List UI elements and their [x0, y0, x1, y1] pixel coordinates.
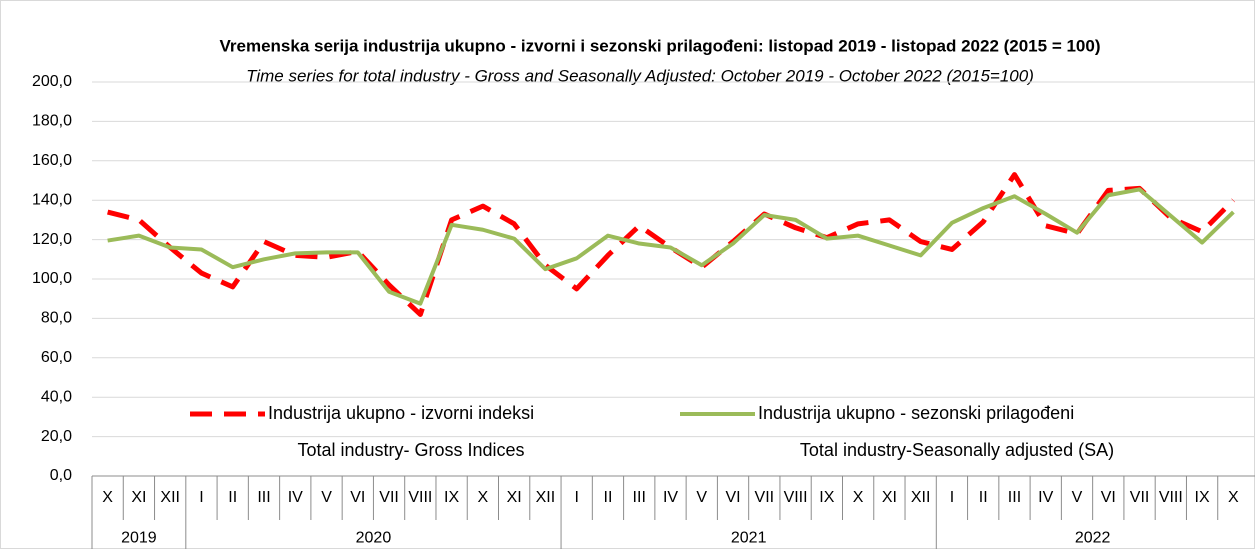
x-tick-label: VIII — [784, 489, 808, 506]
x-tick-label: III — [633, 489, 646, 506]
y-tick-label: 100,0 — [32, 270, 72, 287]
x-tick-label: VII — [379, 489, 399, 506]
x-tick-label: VIII — [1159, 489, 1183, 506]
legend-label: Industrija ukupno - izvorni indeksi — [268, 403, 534, 423]
x-tick-label: V — [696, 489, 707, 506]
x-tick-label: XI — [882, 489, 897, 506]
year-label: 2021 — [731, 530, 767, 547]
x-tick-label: XI — [131, 489, 146, 506]
y-tick-label: 160,0 — [32, 152, 72, 169]
legend-label-en: Total industry-Seasonally adjusted (SA) — [800, 440, 1114, 460]
chart-title: Vremenska serija industrija ukupno - izv… — [220, 36, 1101, 55]
x-tick-label: IX — [1195, 489, 1210, 506]
x-tick-label: IX — [819, 489, 834, 506]
x-tick-label: VI — [725, 489, 740, 506]
x-tick-label: IX — [444, 489, 459, 506]
x-tick-label: I — [199, 489, 203, 506]
legend-label: Industrija ukupno - sezonski prilagođeni — [758, 403, 1074, 423]
x-tick-label: I — [574, 489, 578, 506]
x-tick-label: XII — [911, 489, 931, 506]
x-tick-label: V — [1072, 489, 1083, 506]
x-tick-label: VII — [1130, 489, 1150, 506]
x-tick-label: VIII — [408, 489, 432, 506]
y-tick-label: 140,0 — [32, 191, 72, 208]
legend-label-en: Total industry- Gross Indices — [297, 440, 524, 460]
x-tick-label: II — [979, 489, 988, 506]
chart-subtitle: Time series for total industry - Gross a… — [246, 66, 1034, 85]
data-line — [107, 187, 1235, 306]
x-tick-label: V — [321, 489, 332, 506]
x-tick-label: XI — [507, 489, 522, 506]
year-label: 2019 — [121, 530, 157, 547]
x-tick-label: XII — [160, 489, 180, 506]
y-tick-label: 20,0 — [41, 428, 72, 445]
year-label: 2020 — [356, 530, 392, 547]
y-tick-label: 0,0 — [50, 467, 72, 484]
x-tick-label: VI — [1101, 489, 1116, 506]
x-tick-label: X — [478, 489, 489, 506]
x-tick-label: IV — [288, 489, 303, 506]
year-label: 2022 — [1075, 530, 1111, 547]
y-tick-label: 40,0 — [41, 388, 72, 405]
x-tick-label: VI — [350, 489, 365, 506]
x-tick-label: XII — [536, 489, 556, 506]
x-tick-label: II — [228, 489, 237, 506]
y-tick-label: 120,0 — [32, 231, 72, 248]
y-tick-label: 180,0 — [32, 113, 72, 130]
x-tick-label: X — [1228, 489, 1239, 506]
x-tick-label: IV — [1038, 489, 1053, 506]
y-tick-label: 80,0 — [41, 310, 72, 327]
x-tick-label: III — [1008, 489, 1021, 506]
y-tick-label: 200,0 — [32, 73, 72, 90]
y-tick-label: 60,0 — [41, 349, 72, 366]
x-tick-label: IV — [663, 489, 678, 506]
x-tick-label: III — [257, 489, 270, 506]
x-tick-label: X — [853, 489, 864, 506]
x-tick-label: X — [102, 489, 113, 506]
x-tick-label: VII — [755, 489, 775, 506]
x-tick-label: I — [950, 489, 954, 506]
x-tick-label: II — [604, 489, 613, 506]
